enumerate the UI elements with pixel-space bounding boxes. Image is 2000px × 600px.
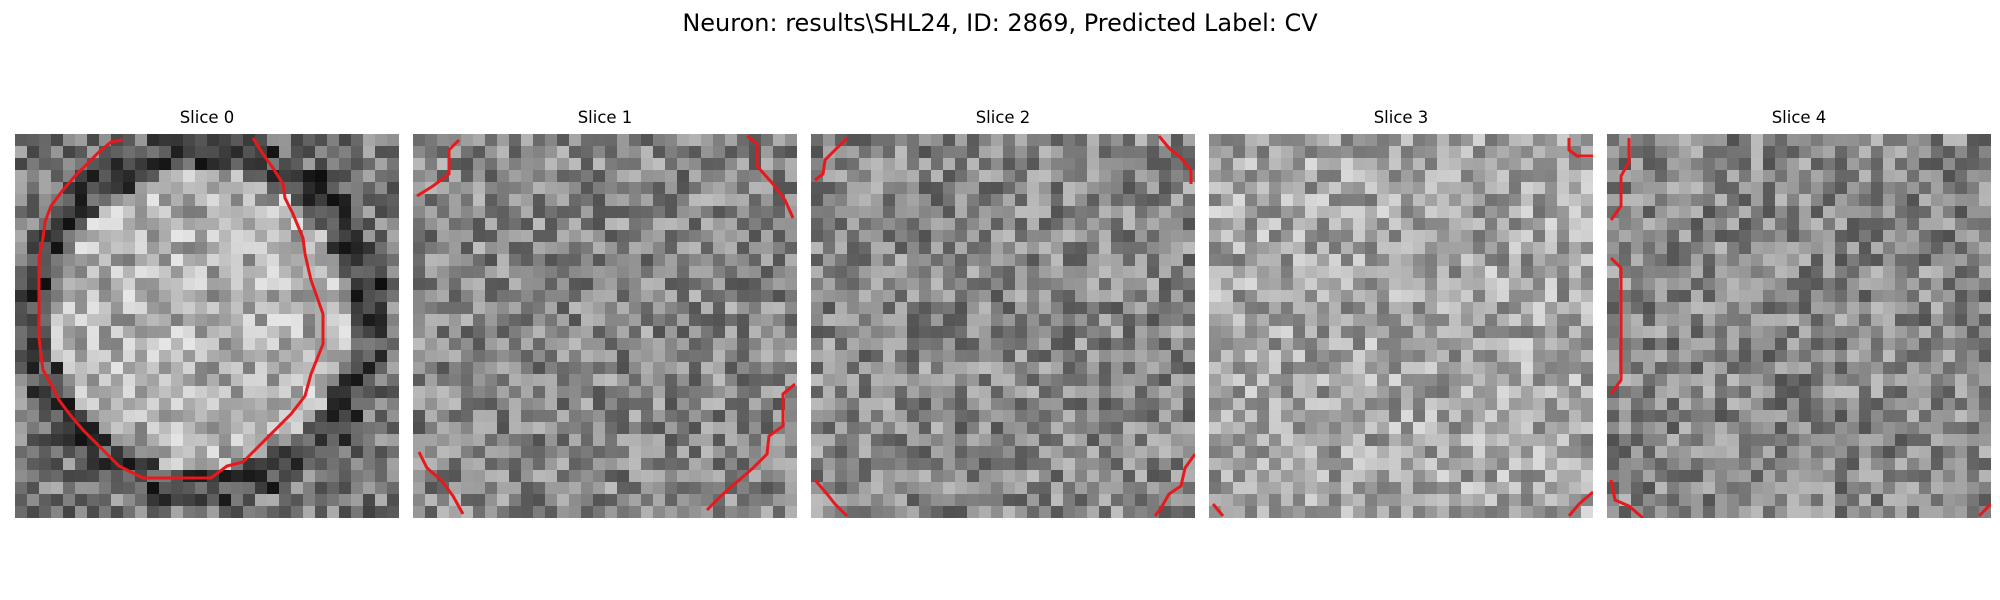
contour-line (1609, 479, 1644, 518)
slice-title: Slice 2 (975, 108, 1031, 127)
slice-title: Slice 3 (1373, 108, 1429, 127)
contour-line (417, 451, 465, 515)
slice-panel-4: Slice 4 (1607, 108, 1991, 518)
slice-panel-3: Slice 3 (1209, 108, 1593, 518)
contour-overlay (37, 137, 325, 480)
slice-title: Slice 1 (577, 108, 633, 127)
contour-line (416, 138, 461, 198)
contour-line (814, 136, 849, 182)
contour-line (1567, 490, 1593, 517)
contour-line (705, 382, 796, 512)
contour-line (1211, 503, 1225, 517)
slice-panel-2: Slice 2 (811, 108, 1195, 518)
contour-line (37, 137, 325, 480)
slice-panel-0: Slice 0 (15, 108, 399, 518)
contour-line (746, 134, 795, 219)
contour-line (1153, 453, 1195, 517)
contour-line (1567, 138, 1593, 158)
contour-overlay (1211, 138, 1593, 517)
slice-title: Slice 4 (1771, 108, 1827, 127)
contour-line (1977, 502, 1991, 518)
slice-image (413, 134, 797, 518)
figure-title: Neuron: results\SHL24, ID: 2869, Predict… (682, 9, 1318, 37)
slice-image (15, 134, 399, 518)
slice-image (1607, 134, 1991, 518)
contour-line (1609, 138, 1631, 221)
slice-image (811, 134, 1195, 518)
contour-overlay (416, 134, 796, 515)
contour-line (813, 479, 849, 518)
slice-panel-1: Slice 1 (413, 108, 797, 518)
slice-title: Slice 0 (179, 108, 235, 127)
contour-line (1609, 256, 1623, 395)
contour-overlay (1609, 138, 1991, 518)
contour-line (1157, 135, 1193, 184)
slice-image (1209, 134, 1593, 518)
contour-overlay (813, 135, 1195, 518)
